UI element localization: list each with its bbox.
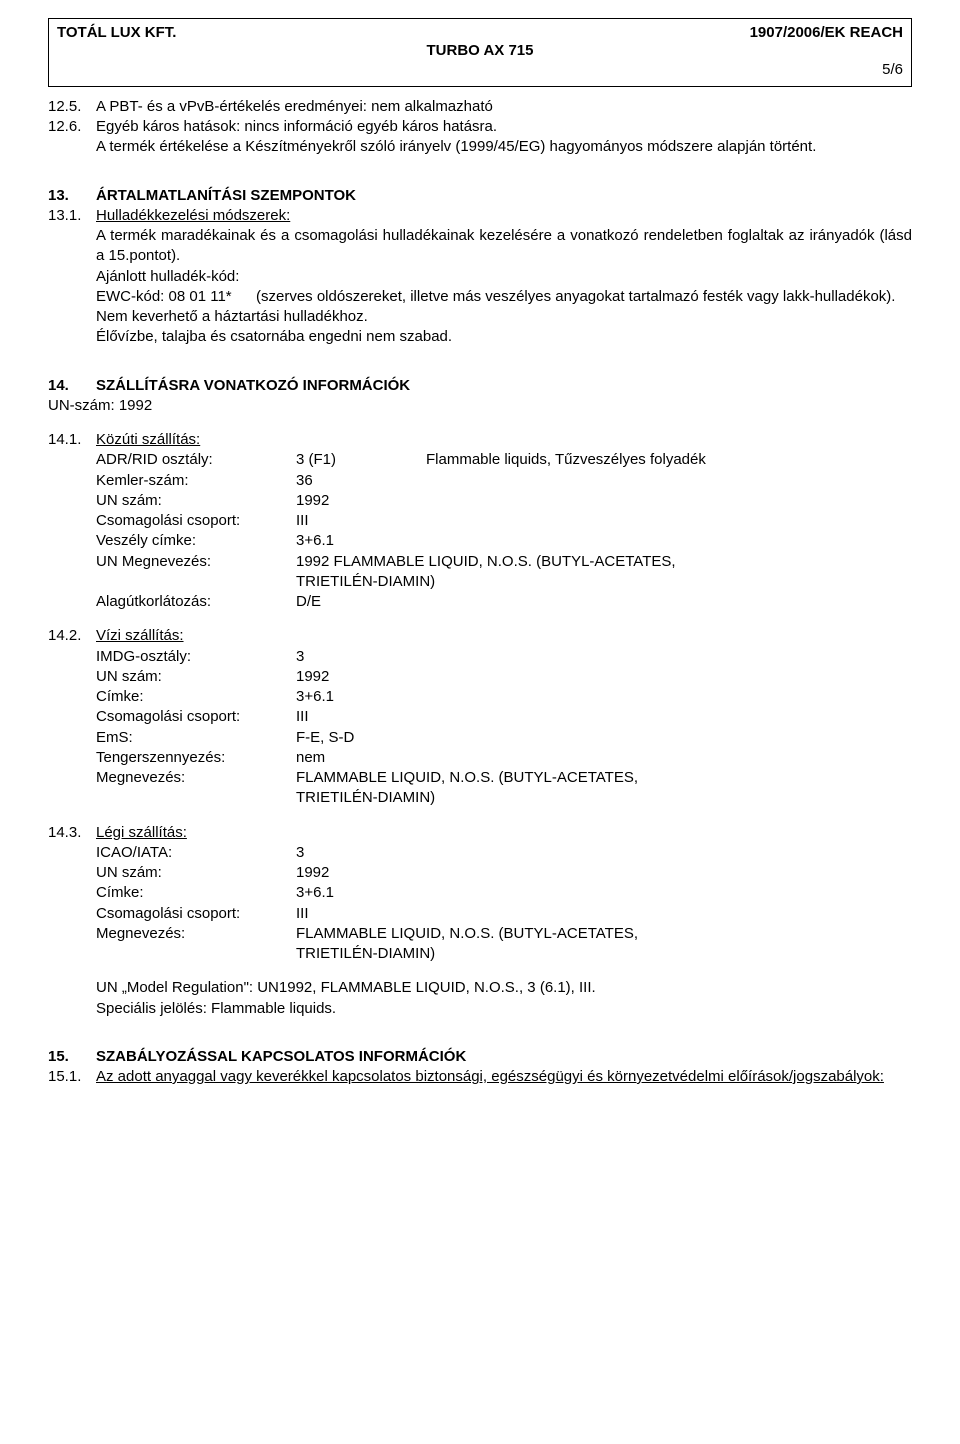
kv-val: 3+6.1	[296, 531, 912, 551]
section-12-6: 12.6. Egyéb káros hatások: nincs informá…	[48, 117, 912, 137]
page: TOTÁL LUX KFT. 1907/2006/EK REACH TURBO …	[0, 0, 960, 1127]
subsection-label: Vízi szállítás:	[96, 626, 912, 646]
section-number: 13.1.	[48, 206, 96, 348]
section-title: SZÁLLÍTÁSRA VONATKOZÓ INFORMÁCIÓK	[96, 376, 912, 396]
paragraph: Ajánlott hulladék-kód:	[96, 267, 912, 287]
section-number: 13.	[48, 186, 96, 206]
document-header: TOTÁL LUX KFT. 1907/2006/EK REACH TURBO …	[48, 18, 912, 87]
section-14-heading: 14. SZÁLLÍTÁSRA VONATKOZÓ INFORMÁCIÓK	[48, 376, 912, 396]
section-15-heading: 15. SZABÁLYOZÁSSAL KAPCSOLATOS INFORMÁCI…	[48, 1047, 912, 1067]
kv-val: FLAMMABLE LIQUID, N.O.S. (BUTYL-ACETATES…	[296, 924, 912, 944]
section-number: 14.2.	[48, 626, 96, 646]
section-number: 12.6.	[48, 117, 96, 137]
air-transport-table: ICAO/IATA:3 UN szám:1992 Címke:3+6.1 Cso…	[48, 843, 912, 965]
kv-val: 1992 FLAMMABLE LIQUID, N.O.S. (BUTYL-ACE…	[296, 552, 912, 572]
section-title: ÁRTALMATLANÍTÁSI SZEMPONTOK	[96, 186, 912, 206]
regulation-ref: 1907/2006/EK REACH	[750, 23, 903, 43]
adr-value: 3 (F1)	[296, 450, 426, 470]
paragraph: Nem keverhető a háztartási hulladékhoz.	[96, 307, 912, 327]
adr-extra: Flammable liquids, Tűzveszélyes folyadék	[426, 450, 706, 470]
section-14-3: 14.3. Légi szállítás:	[48, 823, 912, 843]
paragraph: Élővízbe, talajba és csatornába engedni …	[96, 327, 912, 347]
kv-val: nem	[296, 748, 912, 768]
kv-key: Kemler-szám:	[96, 471, 296, 491]
un-model-regulation: UN „Model Regulation": UN1992, FLAMMABLE…	[48, 978, 912, 998]
section-number: 14.3.	[48, 823, 96, 843]
kv-val: 3	[296, 843, 912, 863]
subsection-label: Légi szállítás:	[96, 823, 912, 843]
product-name: TURBO AX 715	[57, 41, 903, 61]
subsection-text: Az adott anyaggal vagy keverékkel kapcso…	[96, 1067, 912, 1087]
section-title: SZABÁLYOZÁSSAL KAPCSOLATOS INFORMÁCIÓK	[96, 1047, 912, 1067]
kv-val: FLAMMABLE LIQUID, N.O.S. (BUTYL-ACETATES…	[296, 768, 912, 788]
section-number: 12.5.	[48, 97, 96, 117]
kv-key: UN szám:	[96, 667, 296, 687]
section-text: A PBT- és a vPvB-értékelés eredményei: n…	[96, 97, 912, 117]
kv-val-cont: TRIETILÉN-DIAMIN)	[96, 944, 912, 964]
section-13-1: 13.1. Hulladékkezelési módszerek: A term…	[48, 206, 912, 348]
kv-key: EmS:	[96, 728, 296, 748]
section-text: Egyéb káros hatások: nincs információ eg…	[96, 117, 912, 137]
section-number: 15.1.	[48, 1067, 96, 1087]
section-12-note: A termék értékelése a Készítményekről sz…	[48, 137, 912, 157]
paragraph: A termék maradékainak és a csomagolási h…	[96, 226, 912, 267]
section-13-heading: 13. ÁRTALMATLANÍTÁSI SZEMPONTOK	[48, 186, 912, 206]
section-number: 15.	[48, 1047, 96, 1067]
kv-key: Megnevezés:	[96, 924, 296, 944]
kv-val-cont: TRIETILÉN-DIAMIN)	[96, 572, 912, 592]
kv-key: Csomagolási csoport:	[96, 511, 296, 531]
kv-key: UN szám:	[96, 863, 296, 883]
subsection-label: Hulladékkezelési módszerek:	[96, 207, 290, 224]
un-number: UN-szám: 1992	[48, 396, 912, 416]
kv-key: Tengerszennyezés:	[96, 748, 296, 768]
kv-val: 3	[296, 647, 912, 667]
kv-val: F-E, S-D	[296, 728, 912, 748]
kv-val: 1992	[296, 667, 912, 687]
kv-val: III	[296, 707, 912, 727]
kv-val: III	[296, 904, 912, 924]
ewc-row: EWC-kód: 08 01 11* (szerves oldószereket…	[96, 287, 912, 307]
section-number: 14.	[48, 376, 96, 396]
kv-key: Alagútkorlátozás:	[96, 592, 296, 612]
kv-key: Megnevezés:	[96, 768, 296, 788]
kv-val: D/E	[296, 592, 912, 612]
section-14-2: 14.2. Vízi szállítás:	[48, 626, 912, 646]
kv-val: 3+6.1	[296, 883, 912, 903]
kv-key: IMDG-osztály:	[96, 647, 296, 667]
kv-val: 1992	[296, 491, 912, 511]
ewc-text: (szerves oldószereket, illetve más veszé…	[256, 287, 912, 307]
kv-val: 3 (F1) Flammable liquids, Tűzveszélyes f…	[296, 450, 912, 470]
kv-key: UN szám:	[96, 491, 296, 511]
section-12-5: 12.5. A PBT- és a vPvB-értékelés eredmén…	[48, 97, 912, 117]
kv-val: 36	[296, 471, 912, 491]
subsection-label: Közúti szállítás:	[96, 430, 912, 450]
kv-key: Veszély címke:	[96, 531, 296, 551]
kv-key: UN Megnevezés:	[96, 552, 296, 572]
road-transport-table: ADR/RID osztály: 3 (F1) Flammable liquid…	[48, 450, 912, 612]
kv-key: Címke:	[96, 883, 296, 903]
company-name: TOTÁL LUX KFT.	[57, 23, 176, 43]
kv-val: 1992	[296, 863, 912, 883]
kv-key: Címke:	[96, 687, 296, 707]
kv-key: Csomagolási csoport:	[96, 707, 296, 727]
page-number: 5/6	[57, 60, 903, 80]
section-15-1: 15.1. Az adott anyaggal vagy keverékkel …	[48, 1067, 912, 1087]
kv-val-cont: TRIETILÉN-DIAMIN)	[96, 788, 912, 808]
section-14-1: 14.1. Közúti szállítás:	[48, 430, 912, 450]
kv-val: 3+6.1	[296, 687, 912, 707]
kv-key: ADR/RID osztály:	[96, 450, 296, 470]
water-transport-table: IMDG-osztály:3 UN szám:1992 Címke:3+6.1 …	[48, 647, 912, 809]
kv-key: Csomagolási csoport:	[96, 904, 296, 924]
special-marking: Speciális jelölés: Flammable liquids.	[48, 999, 912, 1019]
kv-val: III	[296, 511, 912, 531]
ewc-code: EWC-kód: 08 01 11*	[96, 287, 256, 307]
section-number: 14.1.	[48, 430, 96, 450]
kv-key: ICAO/IATA:	[96, 843, 296, 863]
